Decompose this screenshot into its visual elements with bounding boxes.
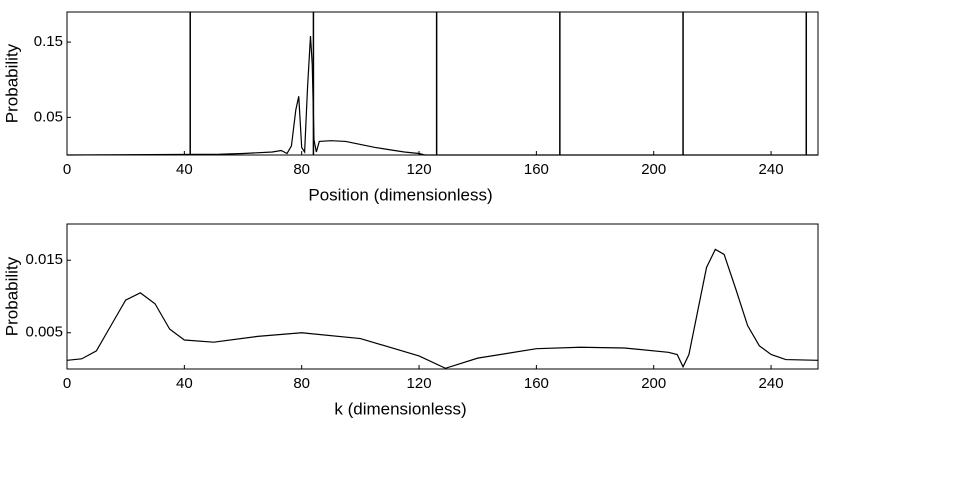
y-tick-label: 0.05 [34,108,63,125]
x-tick-label: 160 [524,375,549,392]
x-tick-label: 80 [293,161,310,178]
y-axis-label: Probability [2,43,21,123]
x-tick-label: 0 [63,161,71,178]
axes-frame [66,223,819,370]
x-axis-label: k (dimensionless) [334,399,466,418]
x-tick-label: 200 [641,375,666,392]
x-tick-label: 40 [176,161,193,178]
y-tick-label: 0.015 [25,251,63,268]
x-tick-label: 240 [759,375,784,392]
x-tick-label: 240 [759,161,784,178]
x-tick-label: 120 [407,375,432,392]
x-tick-label: 120 [407,161,432,178]
line [66,248,819,369]
line [66,36,818,156]
x-tick-label: 0 [63,375,71,392]
x-tick-label: 200 [641,161,666,178]
x-tick-label: 160 [524,161,549,178]
x-axis-label: Position (dimensionless) [308,185,492,204]
y-axis-label: Probability [2,256,21,336]
y-tick-label: 0.15 [34,33,63,50]
x-tick-label: 40 [176,375,193,392]
axes-frame [66,11,819,156]
x-tick-label: 80 [293,375,310,392]
y-tick-label: 0.005 [25,324,63,341]
